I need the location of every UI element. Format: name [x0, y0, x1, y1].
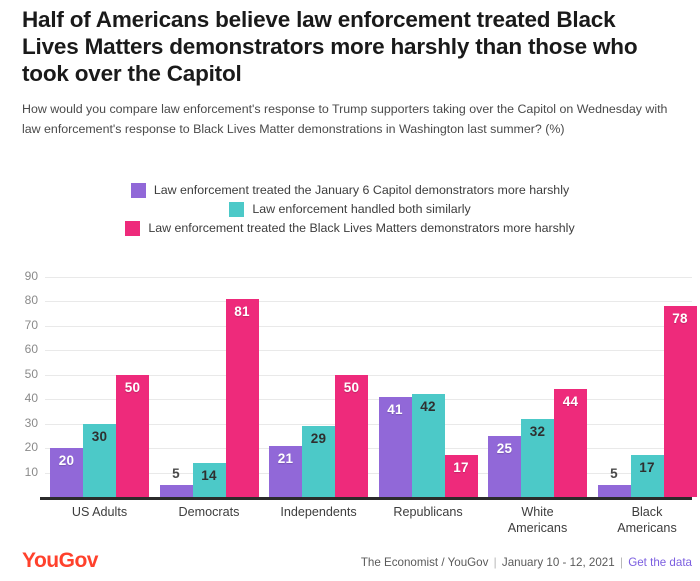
bar[interactable] [83, 423, 116, 497]
bar[interactable] [554, 389, 587, 497]
yougov-logo: YouGov [22, 549, 98, 572]
bar[interactable] [378, 396, 412, 497]
x-axis-label-line: Americans [507, 521, 568, 535]
chart-plot-area: 90 80 70 60 50 40 30 20 10 20 30 50 5 14 81 21 29 50 41 42… [0, 268, 700, 500]
bar[interactable] [521, 418, 554, 497]
footer-separator-2: | [619, 556, 623, 569]
gridline [45, 423, 692, 425]
legend-item-similar[interactable]: Law enforcement handled both similarly [0, 202, 700, 217]
footer-date: January 10 - 12, 2021 [501, 556, 615, 569]
x-axis-labels: US Adults Democrats Independents Republican… [0, 502, 700, 544]
bar[interactable] [630, 455, 664, 497]
bar[interactable] [116, 374, 149, 497]
legend-swatch-icon-purple [130, 183, 146, 198]
legend-item-capitol[interactable]: Law enforcement treated the January 6 Ca… [0, 183, 700, 198]
chart-subtitle: How would you compare law enforcement's … [22, 102, 668, 136]
footer-credit: The Economist / YouGov | January 10 - 12… [361, 556, 692, 569]
x-axis-label: US Adults [32, 504, 167, 520]
get-the-data-link[interactable]: Get the data [628, 556, 692, 569]
bar-value-label: 81 [234, 303, 250, 319]
bar[interactable] [50, 448, 83, 497]
legend-label-blm: Law enforcement treated the Black Lives … [148, 221, 575, 235]
gridline [45, 301, 692, 303]
legend-label-similar: Law enforcement handled both similarly [252, 202, 471, 216]
chart-footer: YouGov The Economist / YouGov | January … [0, 548, 700, 581]
gridline [45, 350, 692, 352]
bar-value-label: 21 [277, 450, 294, 466]
bar-value-label: 78 [672, 310, 688, 326]
x-axis-label: Black Americans [580, 504, 700, 536]
gridline [45, 276, 692, 278]
gridline [45, 399, 692, 401]
bar-value-label: 32 [529, 423, 546, 439]
x-axis-label: Independents [251, 504, 386, 520]
bar-value-label: 20 [58, 453, 75, 469]
x-axis-label: Republicans [361, 504, 496, 520]
chart-bars: 20 30 50 5 14 81 21 29 50 41 42 17 25 32 44 5 17 78 [0, 268, 700, 497]
x-axis-label: White Americans [470, 504, 605, 536]
bar[interactable] [302, 425, 335, 497]
bar[interactable] [444, 455, 478, 497]
footer-source: The Economist / YouGov [360, 556, 489, 569]
bar[interactable] [269, 445, 302, 497]
bar-value-label: 50 [124, 379, 141, 395]
page-title: Half of Americans believe law enforcemen… [22, 7, 638, 86]
legend-label-capitol: Law enforcement treated the January 6 Ca… [153, 183, 570, 197]
bar[interactable] [663, 305, 697, 497]
gridline [45, 448, 692, 450]
bar-value-label: 17 [639, 460, 655, 476]
bar-value-label: 29 [310, 430, 327, 446]
bar[interactable] [192, 462, 226, 497]
x-axis-label-line: Republicans [393, 505, 463, 519]
bar[interactable] [225, 298, 259, 497]
chart-legend: Law enforcement treated the January 6 Ca… [0, 183, 700, 240]
bar-value-label: 5 [172, 465, 180, 481]
bar-value-label: 25 [496, 440, 513, 456]
x-axis-label-line: Independents [280, 505, 357, 519]
gridline [45, 325, 692, 327]
bar-value-label: 17 [453, 460, 469, 476]
bar[interactable] [488, 435, 521, 497]
y-axis-tick-label: 90 [24, 268, 38, 283]
y-axis-tick-label: 10 [24, 464, 38, 479]
gridline [45, 374, 692, 376]
bar-value-label: 44 [562, 394, 579, 410]
y-axis-tick-label: 80 [24, 293, 38, 308]
y-axis-tick-label: 50 [24, 366, 38, 381]
bar-value-label: 42 [420, 399, 436, 415]
y-axis-tick-label: 70 [24, 317, 38, 332]
x-axis-label-line: Democrats [178, 505, 240, 519]
x-axis-label: Democrats [142, 504, 277, 520]
legend-swatch-icon-teal [229, 202, 245, 217]
bar-value-label: 30 [91, 428, 108, 444]
footer-separator-1: | [493, 556, 497, 569]
bar[interactable] [159, 484, 193, 497]
x-axis-label-line: Americans [617, 521, 677, 535]
bar-value-label: 50 [343, 379, 360, 395]
legend-item-blm[interactable]: Law enforcement treated the Black Lives … [0, 221, 700, 236]
y-axis-tick-label: 40 [24, 391, 38, 406]
x-axis-label-line: White [521, 505, 554, 519]
bar-value-label: 41 [387, 401, 403, 417]
gridline [45, 472, 692, 474]
bar[interactable] [597, 484, 631, 497]
x-axis-label-line: US Adults [71, 505, 128, 519]
x-axis-line [40, 497, 692, 500]
bar[interactable] [335, 374, 368, 497]
y-axis-tick-label: 30 [24, 415, 38, 430]
bar-value-label: 14 [201, 467, 217, 483]
legend-swatch-icon-pink [125, 221, 141, 236]
bar-value-label: 5 [610, 465, 618, 481]
bar[interactable] [411, 394, 445, 497]
y-axis-tick-label: 20 [24, 440, 38, 455]
x-axis-label-line: Black [631, 505, 663, 519]
y-axis-tick-label: 60 [24, 342, 38, 357]
